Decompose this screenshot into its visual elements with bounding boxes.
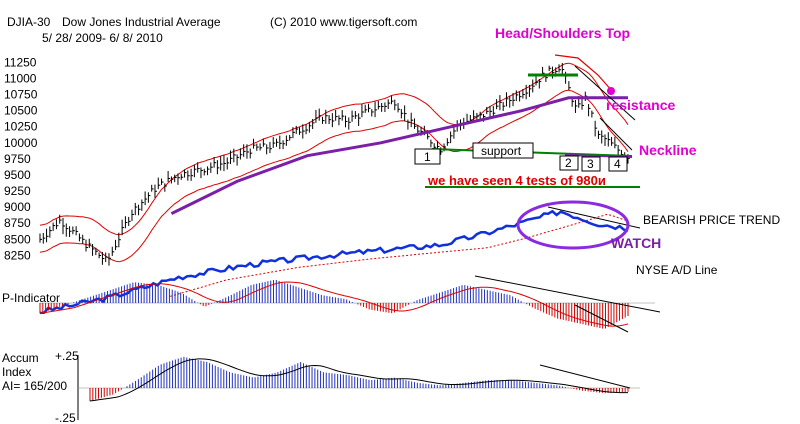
resistance-line-1 (574, 65, 636, 121)
resistance-label: resistance (606, 97, 675, 113)
resistance-line-2 (599, 117, 633, 151)
price-tick-label: 9500 (4, 168, 31, 182)
pattern-label: Head/Shoulders Top (495, 25, 630, 41)
svg-text:1: 1 (424, 150, 431, 164)
test-marker-2: 2 (559, 155, 579, 171)
p-indicator-ma (39, 281, 629, 327)
watch-ellipse (516, 200, 630, 250)
test-marker-3: 3 (581, 156, 601, 172)
price-tick-label: 9250 (4, 184, 31, 198)
price-tick-label: 8250 (4, 248, 31, 262)
support-box: support (472, 142, 534, 159)
svg-text:3: 3 (587, 157, 594, 171)
price-tick-label: 10250 (4, 120, 38, 134)
resistance-marker (607, 87, 615, 95)
accum-histogram (89, 356, 629, 401)
svg-text:2: 2 (565, 156, 572, 170)
p-indicator-histogram (39, 279, 629, 329)
ad-line-label: NYSE A/D Line (636, 263, 718, 277)
price-tick-label: 9000 (4, 200, 31, 214)
accum-label-2: Index (2, 365, 31, 379)
ma-band-lower (39, 89, 629, 263)
accum-tick-bottom: -.25 (55, 411, 76, 424)
p-trend-1 (474, 275, 661, 313)
accum-tick-top: +.25 (55, 349, 79, 363)
accum-trend (539, 364, 631, 389)
neckline-label: Neckline (639, 142, 697, 158)
svg-text:4: 4 (614, 157, 621, 171)
watch-label: WATCH (611, 235, 661, 251)
index-name: Dow Jones Industrial Average (62, 15, 221, 29)
price-tick-label: 8750 (4, 216, 31, 230)
price-tick-label: 8500 (4, 232, 31, 246)
date-range: 5/ 28/ 2009- 6/ 8/ 2010 (42, 31, 163, 45)
test-marker-4: 4 (608, 156, 628, 172)
head-outline (554, 54, 614, 93)
price-tick-label: 10000 (4, 136, 38, 150)
ad-line (39, 209, 629, 315)
accum-label-1: Accum (2, 351, 39, 365)
ma-band-upper (39, 62, 629, 236)
price-tick-label: 11250 (4, 55, 37, 69)
price-axis: 8250 8500 8750 9000 9250 9500 9750 10000 10250 10… (4, 55, 38, 262)
ma-band (39, 62, 629, 263)
ma-line (170, 96, 628, 215)
ma-purple-line (170, 96, 628, 215)
test-marker-1: 1 (414, 148, 441, 165)
bearish-label: BEARISH PRICE TREND (643, 213, 780, 227)
p-trend-2 (574, 304, 629, 333)
accum-label-3: AI= 165/200 (2, 379, 67, 393)
price-tick-label: 10500 (4, 104, 38, 118)
price-tick-label: 11000 (4, 72, 37, 86)
copyright-label: (C) 2010 www.tigersoft.com (270, 15, 417, 29)
ad-line-ma (170, 213, 629, 297)
symbol-label: DJIA-30 (7, 15, 51, 29)
price-tick-label: 9750 (4, 152, 31, 166)
p-indicator-label: P-Indicator (2, 291, 60, 305)
price-bars (39, 62, 630, 266)
price-tick-label: 10750 (4, 88, 38, 102)
svg-text:support: support (481, 144, 522, 158)
tests-label: we have seen 4 tests of 980и (427, 173, 606, 188)
accum-ma (89, 358, 628, 402)
ad-trend-line (547, 206, 641, 229)
